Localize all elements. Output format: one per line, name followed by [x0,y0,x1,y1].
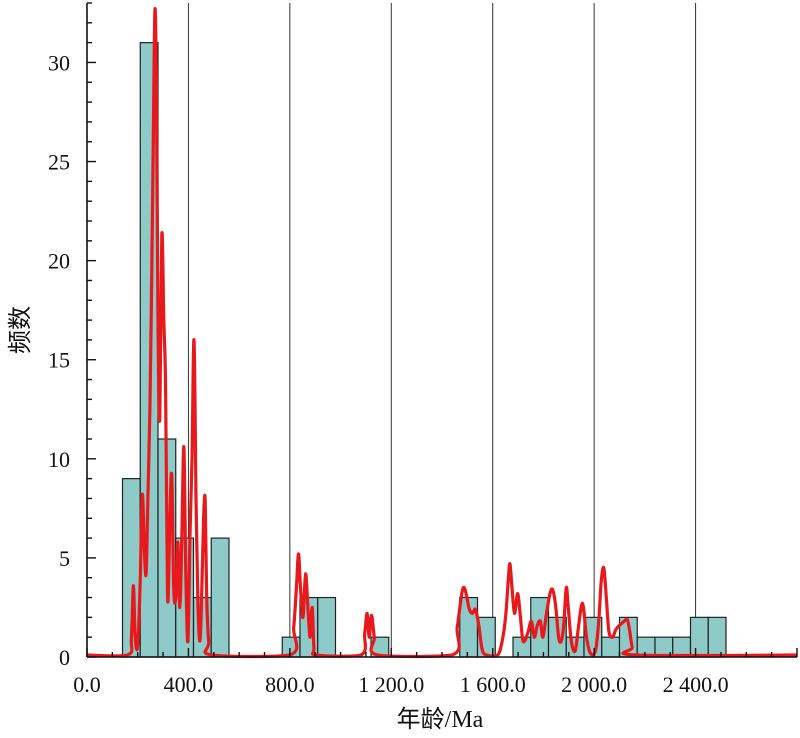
histogram-bar [707,616,727,658]
histogram-bar [317,596,337,658]
y-tick-labels: 0 5 10 15 20 25 30 [48,50,70,670]
x-tick-label: 1 200.0 [358,672,424,697]
y-tick-label: 0 [59,645,70,670]
density-curve [86,7,798,659]
x-tick-label: 800.0 [265,672,315,697]
y-tick-label: 25 [48,150,70,175]
density-curve-layer [86,7,798,659]
y-tick-label: 15 [48,348,70,373]
x-axis-title: 年龄/Ma [397,706,484,733]
x-tick-label: 2 400.0 [663,672,729,697]
x-tick-label: 2 000.0 [561,672,627,697]
y-axis-title: 频数 [7,306,34,354]
axes [86,2,798,658]
y-tick-label: 5 [59,546,70,571]
histogram-bar [601,636,621,658]
histogram-bar [210,537,230,658]
x-tick-label: 0.0 [73,672,101,697]
y-tick-label: 10 [48,447,70,472]
histogram-bar [689,616,709,658]
x-tick-label: 400.0 [164,672,214,697]
x-tick-label: 1 600.0 [460,672,526,697]
x-tick-labels: 0.0 400.0 800.0 1 200.0 1 600.0 2 000.0 2 400.… [73,672,728,697]
y-tick-label: 20 [48,249,70,274]
y-tick-label: 30 [48,50,70,75]
